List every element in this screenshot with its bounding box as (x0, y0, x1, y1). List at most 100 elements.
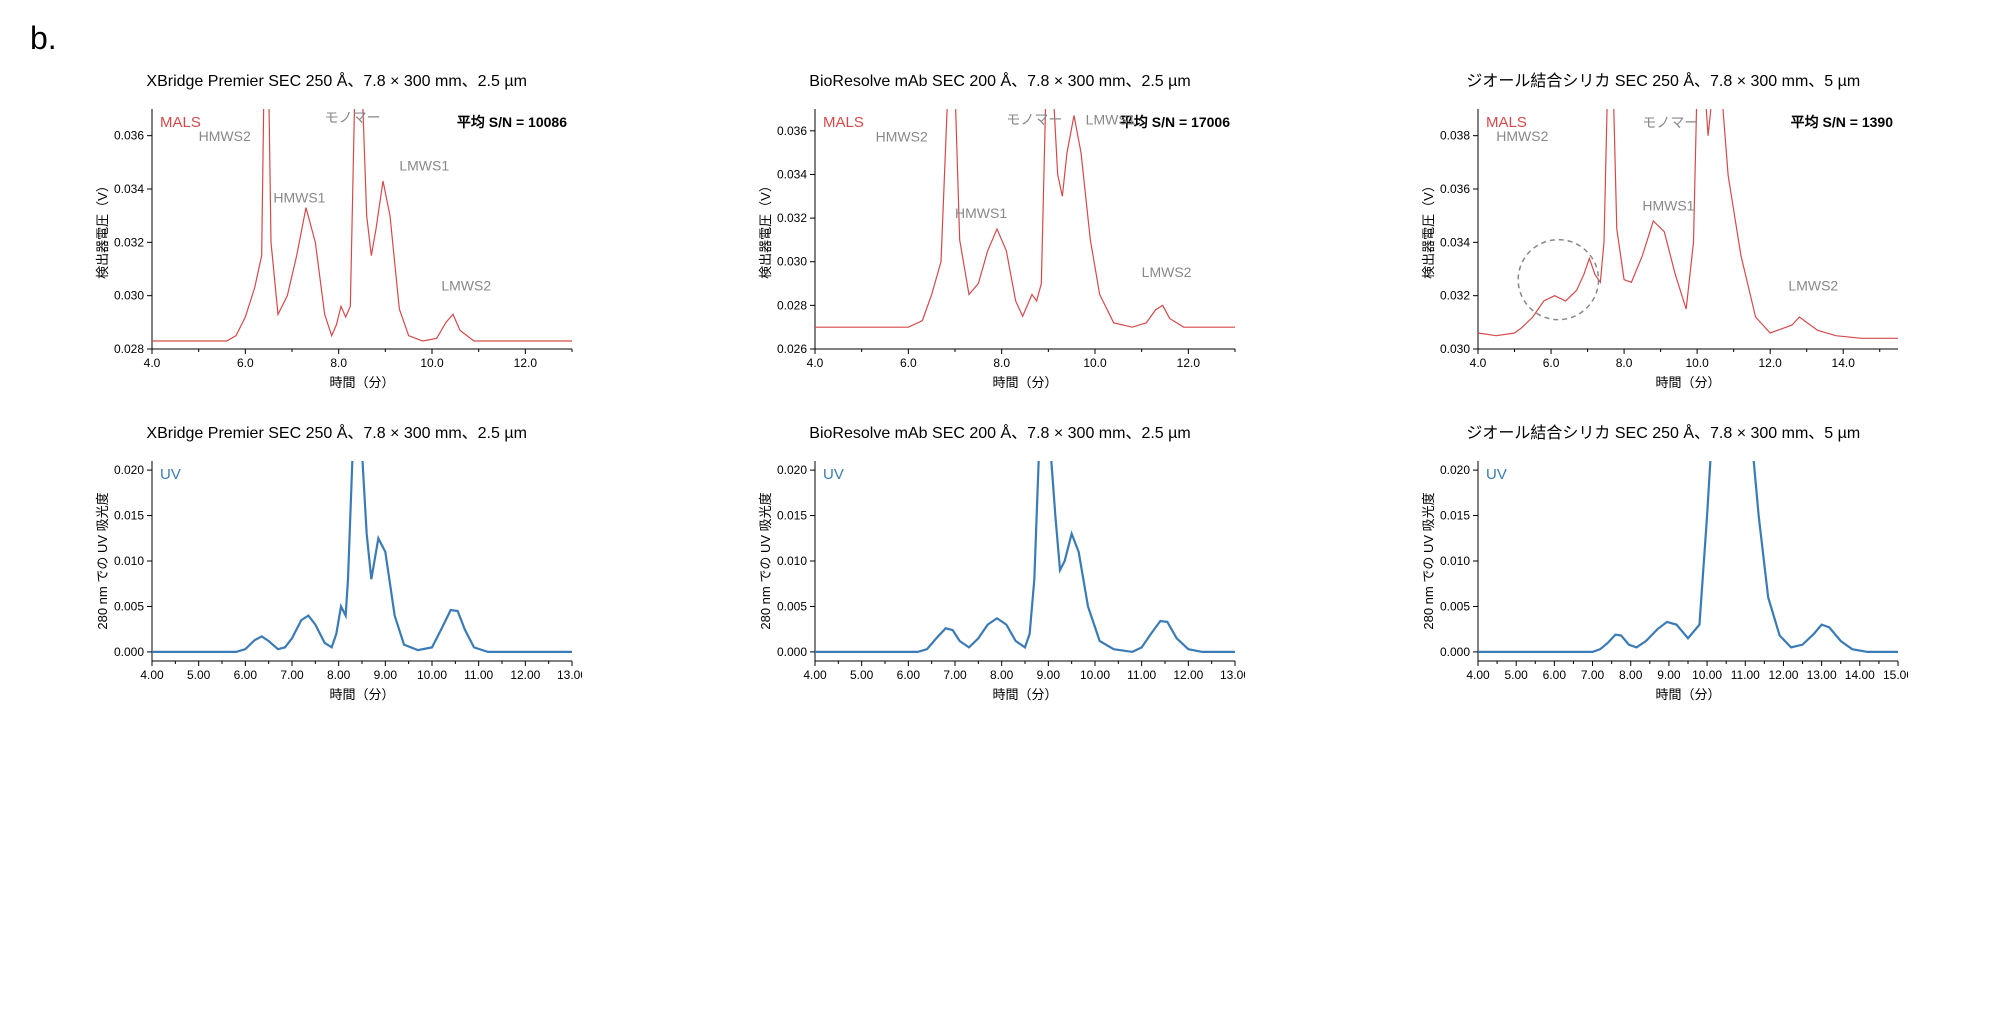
chart-mals3: ジオール結合シリカ SEC 250 Å、7.8 × 300 mm、5 µm4.0… (1347, 67, 1980, 394)
svg-text:6.0: 6.0 (237, 356, 254, 370)
svg-text:0.005: 0.005 (1440, 599, 1470, 613)
peak-label: モノマー (1643, 115, 1699, 131)
panel-label: b. (30, 20, 1980, 57)
svg-text:0.020: 0.020 (1440, 463, 1470, 477)
detector-label: MALS (823, 114, 864, 131)
svg-text:6.0: 6.0 (1543, 356, 1560, 370)
svg-text:12.00: 12.00 (1173, 668, 1203, 682)
svg-text:時間（分）: 時間（分） (992, 687, 1057, 702)
chart-title: XBridge Premier SEC 250 Å、7.8 × 300 mm、2… (146, 67, 527, 91)
peak-label: モノマー (1006, 111, 1062, 127)
svg-text:4.0: 4.0 (807, 356, 824, 370)
chart-uv2: BioResolve mAb SEC 200 Å、7.8 × 300 mm、2.… (683, 419, 1316, 706)
svg-text:0.026: 0.026 (777, 342, 807, 356)
chart-title: BioResolve mAb SEC 200 Å、7.8 × 300 mm、2.… (809, 419, 1190, 443)
svg-text:10.00: 10.00 (1080, 668, 1110, 682)
detector-label: UV (823, 466, 844, 483)
svg-text:12.0: 12.0 (1177, 356, 1201, 370)
svg-text:6.00: 6.00 (1543, 668, 1567, 682)
svg-text:10.00: 10.00 (1692, 668, 1722, 682)
chart-svg: 4.06.08.010.012.00.0280.0300.0320.0340.0… (92, 99, 582, 394)
svg-text:0.015: 0.015 (1440, 509, 1470, 523)
svg-text:4.00: 4.00 (1467, 668, 1491, 682)
svg-text:検出器電圧（V）: 検出器電圧（V） (758, 179, 773, 279)
svg-text:8.00: 8.00 (990, 668, 1014, 682)
svg-text:検出器電圧（V）: 検出器電圧（V） (1421, 179, 1436, 279)
svg-text:280 nm での UV 吸光度: 280 nm での UV 吸光度 (758, 492, 773, 629)
svg-text:11.00: 11.00 (1731, 668, 1760, 682)
chart-svg: 4.06.08.010.012.00.0260.0280.0300.0320.0… (755, 99, 1245, 394)
svg-text:12.0: 12.0 (1759, 356, 1783, 370)
chart-svg: 4.005.006.007.008.009.0010.0011.0012.001… (1418, 451, 1908, 706)
svg-text:7.00: 7.00 (1581, 668, 1605, 682)
peak-label: LMWS2 (1789, 277, 1839, 293)
peak-label: HMWS2 (198, 128, 250, 144)
chart-mals1: XBridge Premier SEC 250 Å、7.8 × 300 mm、2… (20, 67, 653, 394)
svg-text:時間（分）: 時間（分） (1656, 687, 1721, 702)
svg-text:0.015: 0.015 (777, 509, 807, 523)
svg-text:0.030: 0.030 (114, 289, 144, 303)
svg-text:0.032: 0.032 (777, 211, 807, 225)
svg-text:5.00: 5.00 (850, 668, 874, 682)
svg-text:10.0: 10.0 (420, 356, 444, 370)
peak-label: HMWS1 (1643, 197, 1695, 213)
svg-text:9.00: 9.00 (1658, 668, 1682, 682)
svg-text:0.034: 0.034 (777, 167, 807, 181)
svg-text:0.010: 0.010 (1440, 554, 1470, 568)
svg-text:時間（分）: 時間（分） (329, 375, 394, 390)
chart-svg: 4.005.006.007.008.009.0010.0011.0012.001… (92, 451, 582, 706)
svg-text:4.00: 4.00 (140, 668, 164, 682)
svg-text:8.00: 8.00 (1619, 668, 1643, 682)
peak-label: モノマー (324, 109, 380, 125)
svg-text:11.00: 11.00 (1127, 668, 1156, 682)
trace-line (152, 452, 572, 652)
svg-text:12.00: 12.00 (1769, 668, 1799, 682)
svg-text:検出器電圧（V）: 検出器電圧（V） (95, 179, 110, 279)
chart-svg: 4.06.08.010.012.014.00.0300.0320.0340.03… (1418, 99, 1908, 394)
detector-label: UV (160, 466, 181, 483)
chart-uv3: ジオール結合シリカ SEC 250 Å、7.8 × 300 mm、5 µm4.0… (1347, 419, 1980, 706)
svg-text:8.00: 8.00 (327, 668, 351, 682)
svg-text:0.000: 0.000 (1440, 645, 1470, 659)
chart-grid: XBridge Premier SEC 250 Å、7.8 × 300 mm、2… (20, 67, 1980, 706)
svg-text:5.00: 5.00 (187, 668, 211, 682)
svg-text:10.00: 10.00 (417, 668, 447, 682)
detector-label: MALS (160, 114, 201, 131)
peak-label: HMWS2 (876, 129, 928, 145)
svg-text:時間（分）: 時間（分） (992, 375, 1057, 390)
svg-text:0.028: 0.028 (777, 298, 807, 312)
svg-text:280 nm での UV 吸光度: 280 nm での UV 吸光度 (95, 492, 110, 629)
svg-text:0.034: 0.034 (1440, 235, 1470, 249)
svg-text:0.034: 0.034 (114, 182, 144, 196)
svg-text:9.00: 9.00 (1037, 668, 1061, 682)
peak-label: HMWS1 (273, 189, 325, 205)
svg-text:0.015: 0.015 (114, 509, 144, 523)
svg-text:0.036: 0.036 (114, 129, 144, 143)
svg-text:6.00: 6.00 (897, 668, 921, 682)
peak-label: LMWS1 (399, 157, 449, 173)
svg-text:8.0: 8.0 (330, 356, 347, 370)
trace-line (815, 452, 1235, 652)
highlight-circle (1518, 240, 1598, 320)
svg-text:7.00: 7.00 (280, 668, 304, 682)
svg-text:0.038: 0.038 (1440, 129, 1470, 143)
svg-text:0.010: 0.010 (114, 554, 144, 568)
svg-text:6.0: 6.0 (900, 356, 917, 370)
chart-mals2: BioResolve mAb SEC 200 Å、7.8 × 300 mm、2.… (683, 67, 1316, 394)
svg-text:0.010: 0.010 (777, 554, 807, 568)
svg-text:0.028: 0.028 (114, 342, 144, 356)
chart-title: ジオール結合シリカ SEC 250 Å、7.8 × 300 mm、5 µm (1466, 67, 1860, 91)
svg-text:12.00: 12.00 (510, 668, 540, 682)
svg-text:0.000: 0.000 (777, 645, 807, 659)
svg-text:4.0: 4.0 (143, 356, 160, 370)
peak-label: HMWS1 (955, 205, 1007, 221)
svg-text:0.030: 0.030 (777, 255, 807, 269)
svg-text:時間（分）: 時間（分） (1656, 375, 1721, 390)
svg-text:0.005: 0.005 (777, 599, 807, 613)
svg-text:12.0: 12.0 (513, 356, 537, 370)
svg-text:10.0: 10.0 (1083, 356, 1107, 370)
chart-svg: 4.005.006.007.008.009.0010.0011.0012.001… (755, 451, 1245, 706)
peak-label: LMWS1 (1086, 111, 1136, 127)
svg-text:8.0: 8.0 (1616, 356, 1633, 370)
svg-text:0.005: 0.005 (114, 599, 144, 613)
